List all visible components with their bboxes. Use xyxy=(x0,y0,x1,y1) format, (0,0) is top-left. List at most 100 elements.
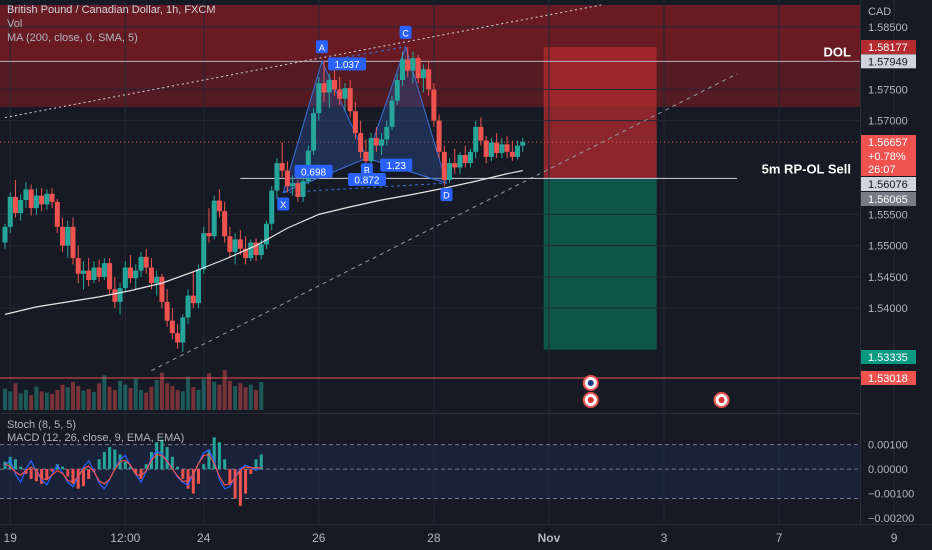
candle-body xyxy=(243,248,249,259)
macd-hist-bar xyxy=(102,451,106,470)
candle-body xyxy=(431,89,437,121)
symbol-legend[interactable]: British Pound / Canadian Dollar, 1h, FXC… xyxy=(7,4,216,16)
macd-hist-bar xyxy=(202,464,206,470)
candle-body xyxy=(7,196,13,227)
volume-bar xyxy=(23,390,28,410)
candle-body xyxy=(169,320,175,334)
candle-body xyxy=(520,141,526,146)
time-tick-label: 26 xyxy=(312,531,326,545)
volume-bar xyxy=(118,380,123,410)
candle-body xyxy=(509,151,515,157)
pane-divider xyxy=(0,413,860,414)
candle-body xyxy=(143,256,149,268)
candle-body xyxy=(326,80,332,93)
volume-bar xyxy=(196,390,201,410)
volume-bar xyxy=(112,390,117,410)
candle-body xyxy=(206,233,212,237)
price-tag-current xyxy=(861,149,916,163)
candle-body xyxy=(196,269,202,304)
macd-hist-bar xyxy=(19,466,23,470)
macd-hist-bar xyxy=(254,459,258,470)
price-tag-entry xyxy=(861,177,916,191)
pattern-point-label: X xyxy=(280,200,286,210)
price-tag-label: 1.56657 xyxy=(868,137,908,149)
stoch-legend[interactable]: Stoch (8, 5, 5) xyxy=(7,419,77,431)
volume-bar xyxy=(243,387,248,410)
macd-hist-bar xyxy=(134,469,138,474)
candle-body xyxy=(279,163,285,171)
candle-body xyxy=(185,295,191,318)
price-tick-label: 1.54500 xyxy=(868,272,908,284)
candle-body xyxy=(473,126,479,152)
macd-hist-bar xyxy=(233,469,237,499)
target-zone xyxy=(543,178,657,350)
candle-body xyxy=(122,267,128,289)
candle-body xyxy=(201,233,207,270)
volume-bar xyxy=(206,373,211,410)
volume-bar xyxy=(81,390,86,410)
candle-body xyxy=(337,89,343,99)
macd-hist-bar xyxy=(186,469,190,489)
candle-body xyxy=(227,236,233,252)
pattern-ratio-box xyxy=(380,158,413,172)
candle-body xyxy=(331,80,337,90)
price-tag-stop xyxy=(861,40,916,55)
candle-body xyxy=(311,113,317,151)
candle-body xyxy=(499,144,505,154)
macd-hist-bar xyxy=(165,447,169,470)
volume-bar xyxy=(175,390,180,410)
volume-bar xyxy=(107,386,112,410)
candle-body xyxy=(33,195,39,209)
candle-body xyxy=(373,138,379,146)
macd-hist-bar xyxy=(170,456,174,470)
macd-hist-bar xyxy=(207,449,211,470)
macd-hist-bar xyxy=(181,469,185,479)
price-tick-label: 1.58500 xyxy=(868,22,908,34)
price-tag-target xyxy=(861,350,916,364)
candle-body xyxy=(44,193,50,205)
pattern-ratio-box xyxy=(347,173,386,186)
candle-body xyxy=(148,267,154,284)
candle-body xyxy=(462,155,468,164)
pattern-ratio-label: 1.037 xyxy=(335,60,360,71)
candle-body xyxy=(80,270,86,274)
candle-body xyxy=(91,267,97,280)
macd-hist-bar xyxy=(144,464,148,470)
candle-body xyxy=(258,244,264,255)
pattern-bd xyxy=(366,157,447,184)
candle-body xyxy=(410,58,416,71)
candle-body xyxy=(237,239,243,249)
candle-body xyxy=(420,69,426,79)
candle-body xyxy=(342,88,348,99)
candle-body xyxy=(415,58,421,79)
ma-legend[interactable]: MA (200, close, 0, SMA, 5) xyxy=(7,32,138,44)
stop-zone xyxy=(543,47,657,179)
macd-tick-label: 0.00000 xyxy=(868,464,908,476)
volume-bar xyxy=(29,395,34,410)
volume-bar xyxy=(8,391,13,410)
candle-body xyxy=(216,200,222,212)
pattern-point-label: C xyxy=(402,28,409,38)
pattern-point-c xyxy=(399,25,412,39)
candle-body xyxy=(133,270,139,279)
time-tick-label: 24 xyxy=(197,531,211,545)
candle-body xyxy=(112,289,118,302)
macd-legend[interactable]: MACD (12, 26, close, 9, EMA, EMA) xyxy=(7,432,185,444)
flag-center xyxy=(587,397,594,403)
trendline-dotted xyxy=(4,4,602,118)
candle-body xyxy=(316,83,322,114)
candle-body xyxy=(467,151,473,164)
candle-body xyxy=(321,83,327,93)
candle-body xyxy=(269,190,275,224)
candle-body xyxy=(12,196,18,214)
macd-hist-bar xyxy=(81,469,85,487)
volume-bar xyxy=(233,386,238,410)
candle-body xyxy=(515,145,521,157)
time-tick-label: 19 xyxy=(4,531,18,545)
volume-bar xyxy=(3,388,7,410)
candle-body xyxy=(494,142,500,154)
volume-bar xyxy=(138,390,143,410)
candle-body xyxy=(405,59,411,71)
volume-legend[interactable]: Vol xyxy=(7,18,23,30)
